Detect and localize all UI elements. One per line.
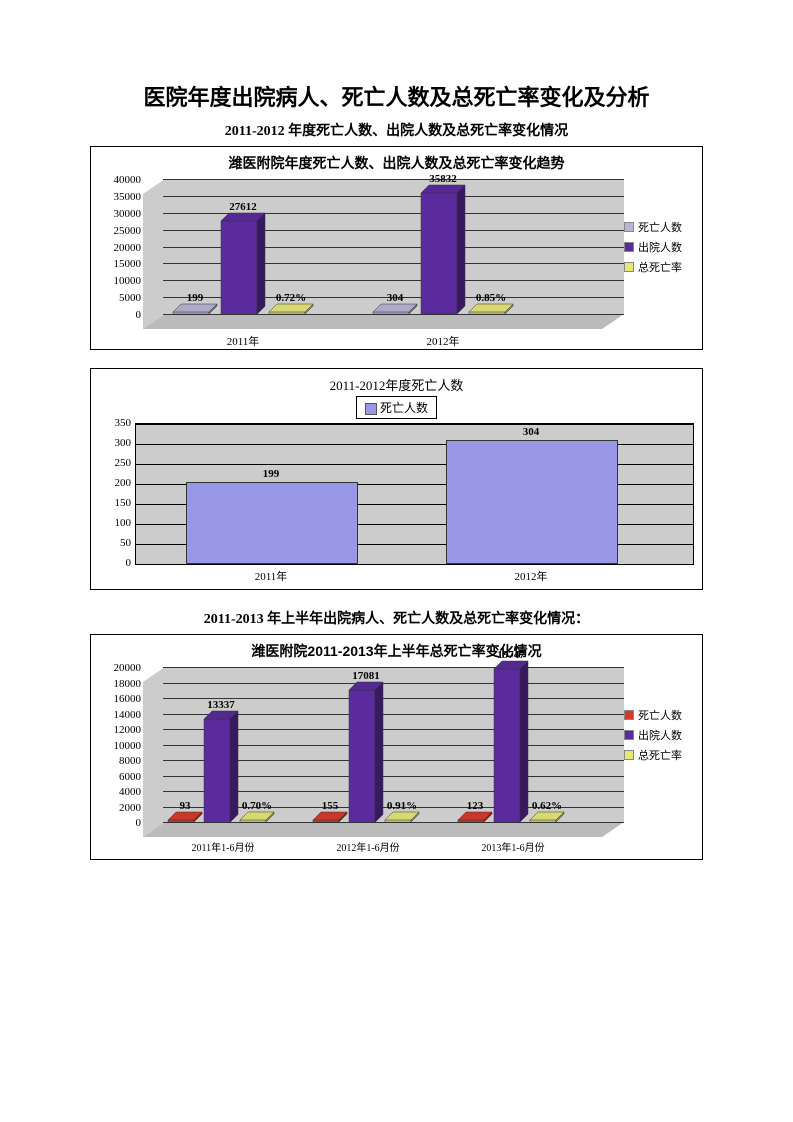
legend-item: 出院人数 [624,239,694,255]
legend-item: 出院人数 [624,727,694,743]
chart3-legend: 死亡人数出院人数总死亡率 [624,667,694,767]
chart1-title: 潍医附院年度死亡人数、出院人数及总死亡率变化趋势 [99,153,694,173]
chart2-y-axis: 050100150200250300350 [99,423,135,563]
chart2-plot: 199 304 2011年2012年 [135,423,694,565]
chart2-container: 2011-2012年度死亡人数 死亡人数 0501001502002503003… [90,368,703,590]
chart3-container: 潍医附院2011-2013年上半年总死亡率变化情况 02000400060008… [90,634,703,860]
chart3-plot: 93 13337 0.70% 155 [143,667,624,837]
chart1-container: 潍医附院年度死亡人数、出院人数及总死亡率变化趋势 050001000015000… [90,146,703,350]
chart3-title: 潍医附院2011-2013年上半年总死亡率变化情况 [99,641,694,661]
chart1-legend: 死亡人数出院人数总死亡率 [624,179,694,279]
section1-title: 2011-2012 年度死亡人数、出院人数及总死亡率变化情况 [90,120,703,140]
chart2-legend: 死亡人数 [356,396,437,419]
chart2-bar [446,440,618,564]
chart1-plot: 199 27612 0.72% 304 [143,179,624,329]
page-title: 医院年度出院病人、死亡人数及总死亡率变化及分析 [90,80,703,112]
chart3-y-axis: 0200040006000800010000120001400016000180… [99,667,143,837]
section2-title: 2011-2013 年上半年出院病人、死亡人数及总死亡率变化情况： [90,608,703,628]
legend-item: 死亡人数 [624,707,694,723]
chart2-bar [186,482,358,564]
chart2-legend-label: 死亡人数 [380,401,428,415]
legend-item: 总死亡率 [624,259,694,275]
chart2-title: 2011-2012年度死亡人数 [99,375,694,394]
chart1-y-axis: 0500010000150002000025000300003500040000 [99,179,143,329]
legend-item: 死亡人数 [624,219,694,235]
chart2-legend-swatch [365,403,377,415]
legend-item: 总死亡率 [624,747,694,763]
